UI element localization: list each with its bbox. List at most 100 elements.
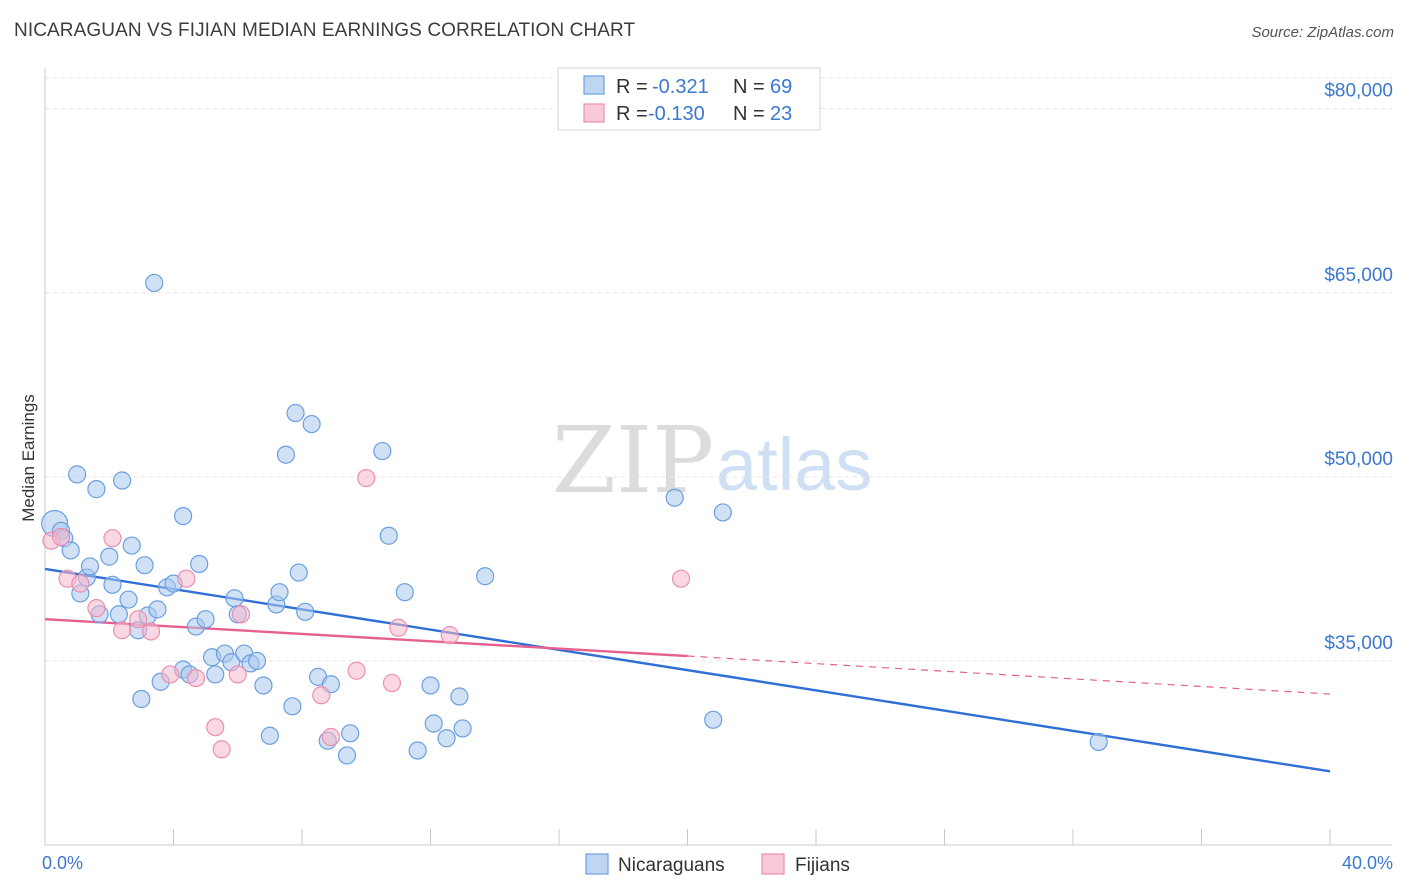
nicaraguan-point	[270, 583, 289, 602]
fijian-point	[321, 727, 341, 747]
bottom-legend-label-fijians: Fijians	[795, 855, 850, 876]
nicaraguan-point	[341, 724, 360, 743]
watermark-zip: ZIP	[552, 407, 714, 514]
nicaraguan-point	[437, 729, 456, 748]
fijian-point	[671, 569, 691, 588]
nicaraguan-point	[135, 556, 154, 575]
nicaraguan-point	[132, 689, 151, 709]
nicaraguan-point	[408, 741, 427, 760]
fijian-point	[87, 599, 106, 618]
gridlines	[45, 77, 1392, 662]
data-points	[41, 273, 1108, 765]
fijian-point	[347, 661, 366, 680]
trendline-fijians	[687, 655, 1331, 695]
nicaraguan-point	[145, 273, 164, 293]
nicaraguan-point	[665, 488, 684, 507]
nicaraguan-point	[713, 503, 732, 522]
legend-r-label-1: R =	[616, 76, 648, 98]
chart-title: NICARAGUAN VS FIJIAN MEDIAN EARNINGS COR…	[14, 20, 636, 41]
nicaraguan-point	[100, 547, 119, 566]
nicaraguan-point	[296, 602, 315, 621]
fijian-point	[186, 669, 206, 688]
fijian-point	[103, 529, 122, 548]
nicaraguan-point	[302, 414, 321, 434]
legend-n-value-1: 69	[770, 76, 792, 98]
fijian-point	[161, 665, 180, 684]
nicaraguan-point	[174, 507, 193, 526]
fijian-point	[71, 574, 90, 593]
bottom-legend-label-nicaraguans: Nicaraguans	[618, 855, 725, 876]
legend-n-label-1: N =	[733, 76, 765, 98]
y-axis-title: Median Earnings	[19, 394, 38, 522]
nicaraguan-point	[476, 567, 495, 586]
bottom-legend: Nicaraguans Fijians	[585, 853, 850, 876]
nicaraguan-point	[225, 589, 244, 608]
nicaraguan-point	[80, 557, 100, 576]
nicaraguan-point	[119, 590, 138, 609]
fijian-point	[141, 622, 161, 641]
trendline-nicaraguans	[44, 567, 1331, 773]
legend-swatch-fijians	[583, 103, 605, 123]
legend-swatch-nicaraguans	[583, 75, 605, 95]
nicaraguan-point	[112, 471, 132, 490]
nicaraguan-point	[190, 554, 209, 574]
nicaraguan-point	[247, 651, 267, 671]
nicaraguan-point	[453, 719, 472, 738]
nicaraguan-point	[421, 676, 440, 695]
y-tick-label: $80,000	[1324, 81, 1393, 102]
tick-labels: $35,000 $50,000 $65,000 $80,000 0.0% 40.0%	[42, 81, 1393, 873]
nicaraguan-point	[276, 445, 296, 464]
y-tick-label: $35,000	[1324, 633, 1393, 654]
fijian-point	[177, 569, 196, 588]
nicaraguan-point	[196, 610, 215, 629]
watermark-atlas: atlas	[716, 423, 872, 506]
nicaraguan-point	[254, 676, 273, 695]
fijian-point	[206, 718, 225, 737]
fijian-point	[212, 740, 231, 759]
bottom-legend-swatch-nicaraguans	[585, 853, 609, 875]
nicaraguan-point	[337, 746, 357, 765]
legend-r-value-2: -0.130	[648, 103, 705, 125]
fijian-point	[51, 527, 71, 547]
nicaraguan-point	[450, 687, 469, 706]
fijian-point	[112, 621, 132, 640]
nicaraguan-point	[1089, 732, 1108, 752]
nicaraguan-point	[109, 605, 128, 624]
legend-box: R = -0.321 N = 69 R = -0.130 N = 23	[557, 67, 821, 131]
y-tick-label: $50,000	[1324, 449, 1393, 470]
nicaraguan-point	[283, 697, 302, 716]
legend-r-label-2: R =	[616, 103, 648, 125]
fijian-point	[389, 618, 408, 637]
fijian-point	[228, 665, 247, 684]
nicaraguan-point	[103, 575, 122, 594]
nicaraguan-point	[289, 563, 308, 582]
nicaraguan-point	[286, 403, 305, 423]
legend-r-value-1: -0.321	[652, 76, 709, 98]
nicaraguan-point	[260, 726, 279, 745]
legend-n-value-2: 23	[770, 103, 792, 125]
y-tick-label: $65,000	[1324, 265, 1393, 286]
fijian-point	[312, 686, 331, 705]
source-label: Source: ZipAtlas.com	[1251, 24, 1394, 41]
watermark: ZIP atlas	[552, 407, 872, 514]
fijian-point	[231, 605, 251, 624]
nicaraguan-point	[704, 710, 723, 729]
nicaraguan-point	[206, 665, 225, 684]
nicaraguan-point	[395, 583, 414, 602]
x-tick-label: 0.0%	[42, 853, 83, 873]
fijian-point	[440, 626, 459, 645]
nicaraguan-point	[68, 465, 87, 484]
axes	[44, 68, 1392, 846]
nicaraguan-point	[61, 541, 80, 560]
nicaraguan-point	[87, 480, 106, 499]
nicaraguan-point	[424, 714, 443, 733]
x-tick-label: 40.0%	[1342, 853, 1393, 873]
fijian-point	[129, 610, 148, 629]
nicaraguan-point	[122, 536, 141, 555]
fijian-point	[382, 673, 402, 693]
legend-n-label-2: N =	[733, 103, 765, 125]
nicaraguan-point	[373, 441, 392, 461]
nicaraguan-point	[148, 600, 167, 619]
nicaraguan-point	[379, 526, 398, 545]
